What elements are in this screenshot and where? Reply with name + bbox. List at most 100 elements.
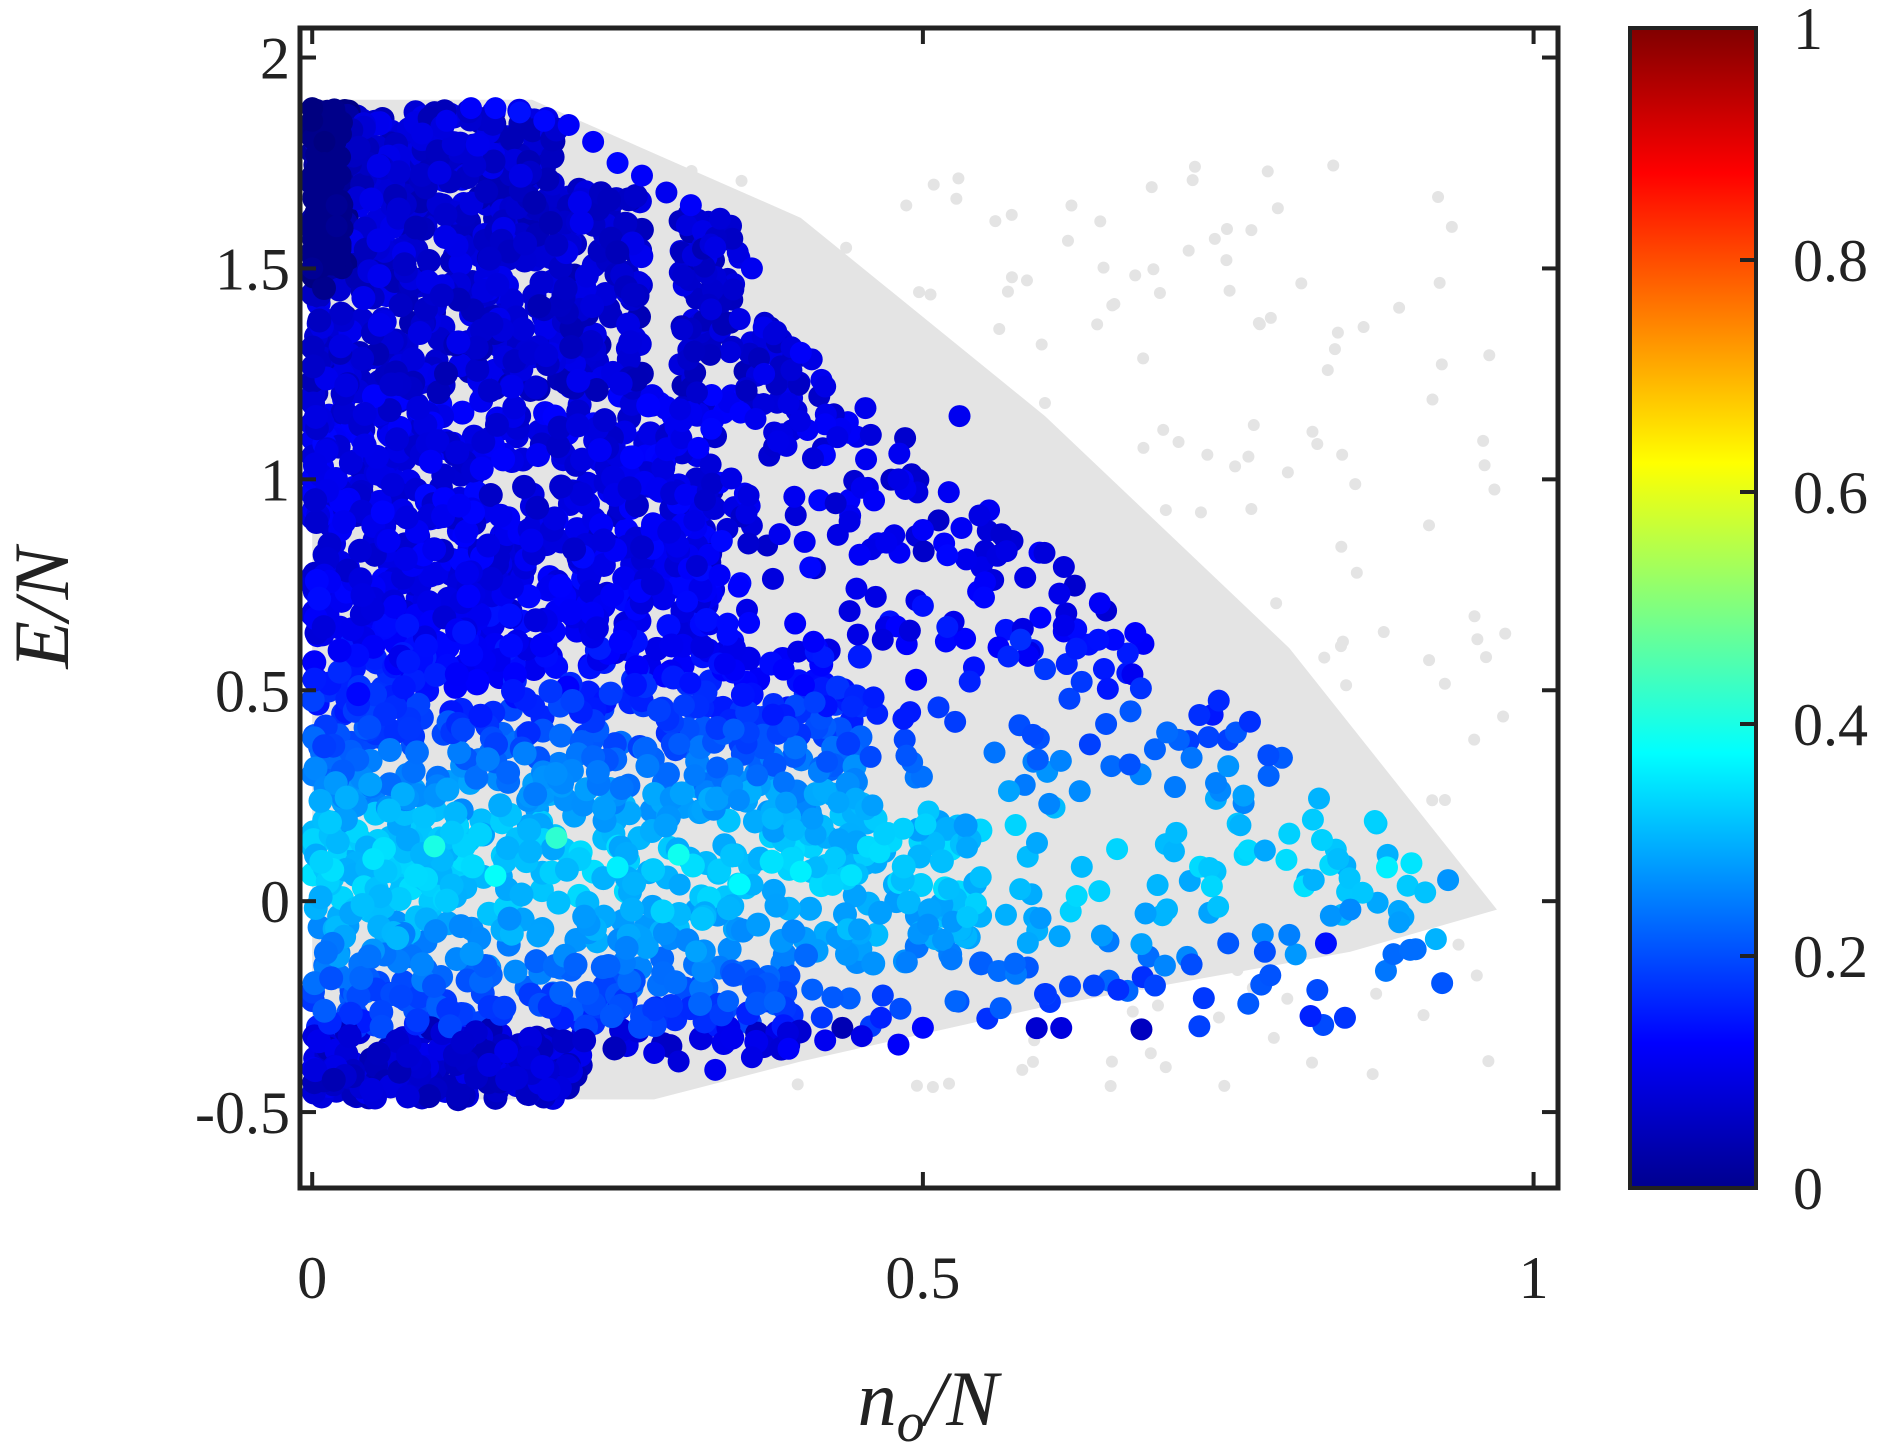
cloud-point bbox=[385, 427, 410, 452]
background-dot bbox=[1349, 924, 1362, 937]
background-dot bbox=[1292, 807, 1305, 820]
cloud-point bbox=[896, 890, 921, 915]
cloud-point bbox=[448, 914, 473, 939]
point-series-7-0 bbox=[362, 847, 385, 870]
cloud-point bbox=[377, 398, 402, 423]
cloud-point bbox=[497, 906, 522, 931]
background-dot bbox=[1153, 794, 1166, 807]
outlier-point bbox=[841, 695, 864, 718]
outlier-point bbox=[683, 340, 706, 363]
point-series-6-5 bbox=[814, 1029, 837, 1052]
outlier-point bbox=[955, 548, 978, 571]
cloud-point bbox=[617, 476, 642, 501]
outlier-point bbox=[1003, 952, 1026, 975]
cloud-point bbox=[374, 613, 399, 638]
outlier-point bbox=[709, 207, 732, 230]
point-series-2-8 bbox=[801, 447, 824, 470]
background-dot bbox=[1267, 1031, 1280, 1044]
cloud-point bbox=[465, 357, 490, 382]
cloud-point bbox=[392, 252, 417, 277]
cloud-point bbox=[429, 283, 454, 308]
background-dot bbox=[845, 366, 858, 379]
background-dot bbox=[1477, 434, 1490, 447]
x-axis-title-base: n bbox=[858, 1355, 897, 1442]
cloud-point bbox=[630, 535, 655, 560]
outlier-point bbox=[1078, 733, 1101, 756]
background-dot bbox=[1172, 435, 1185, 448]
outlier-point bbox=[674, 483, 697, 506]
outlier-point bbox=[1257, 744, 1280, 767]
background-dot bbox=[1186, 174, 1199, 187]
outlier-point bbox=[1052, 555, 1075, 578]
outlier-point bbox=[699, 453, 722, 476]
background-dot bbox=[1497, 710, 1510, 723]
cloud-point-dark bbox=[330, 111, 353, 134]
cloud-point bbox=[425, 429, 450, 454]
point-series-4-10 bbox=[1388, 911, 1411, 934]
outlier-point bbox=[859, 423, 882, 446]
cloud-point bbox=[512, 474, 537, 499]
outlier-point bbox=[1033, 541, 1056, 564]
point-series-2-0 bbox=[704, 236, 727, 259]
outlier-point bbox=[1096, 677, 1119, 700]
cloud-point bbox=[416, 590, 441, 615]
background-dot bbox=[900, 199, 913, 212]
cloud-point bbox=[547, 415, 572, 440]
cloud-point bbox=[488, 503, 513, 528]
background-dot bbox=[1220, 223, 1233, 236]
outlier-point bbox=[1308, 787, 1331, 810]
cloud-point bbox=[465, 132, 490, 157]
background-dot bbox=[1393, 301, 1406, 314]
point-series-2-9 bbox=[826, 426, 849, 449]
plot-area: 0 0.5 1 -0.500.511.52 bbox=[195, 25, 1561, 1311]
point-series-3-3 bbox=[997, 645, 1020, 668]
cloud-point bbox=[584, 378, 609, 403]
cloud-point bbox=[337, 1024, 362, 1049]
outlier-point bbox=[801, 978, 824, 1001]
cloud-point bbox=[386, 197, 411, 222]
cloud-point bbox=[659, 633, 684, 658]
background-dot bbox=[1306, 1056, 1319, 1069]
outlier-point bbox=[671, 318, 694, 341]
cloud-point bbox=[523, 375, 548, 400]
outlier-point bbox=[772, 658, 795, 681]
outlier-point bbox=[868, 841, 891, 864]
outlier-point bbox=[1130, 1018, 1153, 1041]
cloud-point bbox=[527, 294, 552, 319]
cloud-point bbox=[370, 500, 395, 525]
outlier-point bbox=[1118, 753, 1141, 776]
outlier-point bbox=[1026, 748, 1049, 771]
outlier-point bbox=[1382, 943, 1405, 966]
y-tick-label: -0.5 bbox=[195, 1080, 290, 1146]
outlier-point bbox=[685, 554, 708, 577]
cloud-point bbox=[394, 505, 419, 530]
outlier-point bbox=[1087, 628, 1110, 651]
cloud-point bbox=[437, 1014, 462, 1039]
point-series-1-1 bbox=[484, 97, 507, 120]
outlier-point bbox=[871, 984, 894, 1007]
cloud-point bbox=[635, 753, 660, 778]
background-dot bbox=[1426, 794, 1439, 807]
outlier-point bbox=[888, 442, 911, 465]
point-series-3-6 bbox=[1058, 687, 1081, 710]
cloud-point bbox=[373, 702, 398, 727]
cloud-point bbox=[405, 1008, 430, 1033]
cloud-point bbox=[574, 263, 599, 288]
cloud-point bbox=[562, 537, 587, 562]
point-series-5-7 bbox=[1192, 987, 1215, 1010]
background-dot bbox=[1327, 159, 1340, 172]
background-dot bbox=[1212, 1011, 1225, 1024]
y-axis-title: E/N bbox=[0, 543, 85, 669]
cloud-point bbox=[391, 675, 416, 700]
cloud-point bbox=[477, 1052, 502, 1077]
outlier-point bbox=[873, 823, 896, 846]
cloud-point bbox=[891, 854, 916, 879]
cloud-point bbox=[396, 649, 421, 674]
outlier-point bbox=[862, 686, 885, 709]
cloud-point bbox=[303, 452, 328, 477]
outlier-point bbox=[783, 485, 806, 508]
background-dot bbox=[952, 735, 965, 748]
outlier-point bbox=[761, 567, 784, 590]
outlier-point bbox=[824, 846, 847, 869]
cloud-point bbox=[403, 863, 428, 888]
